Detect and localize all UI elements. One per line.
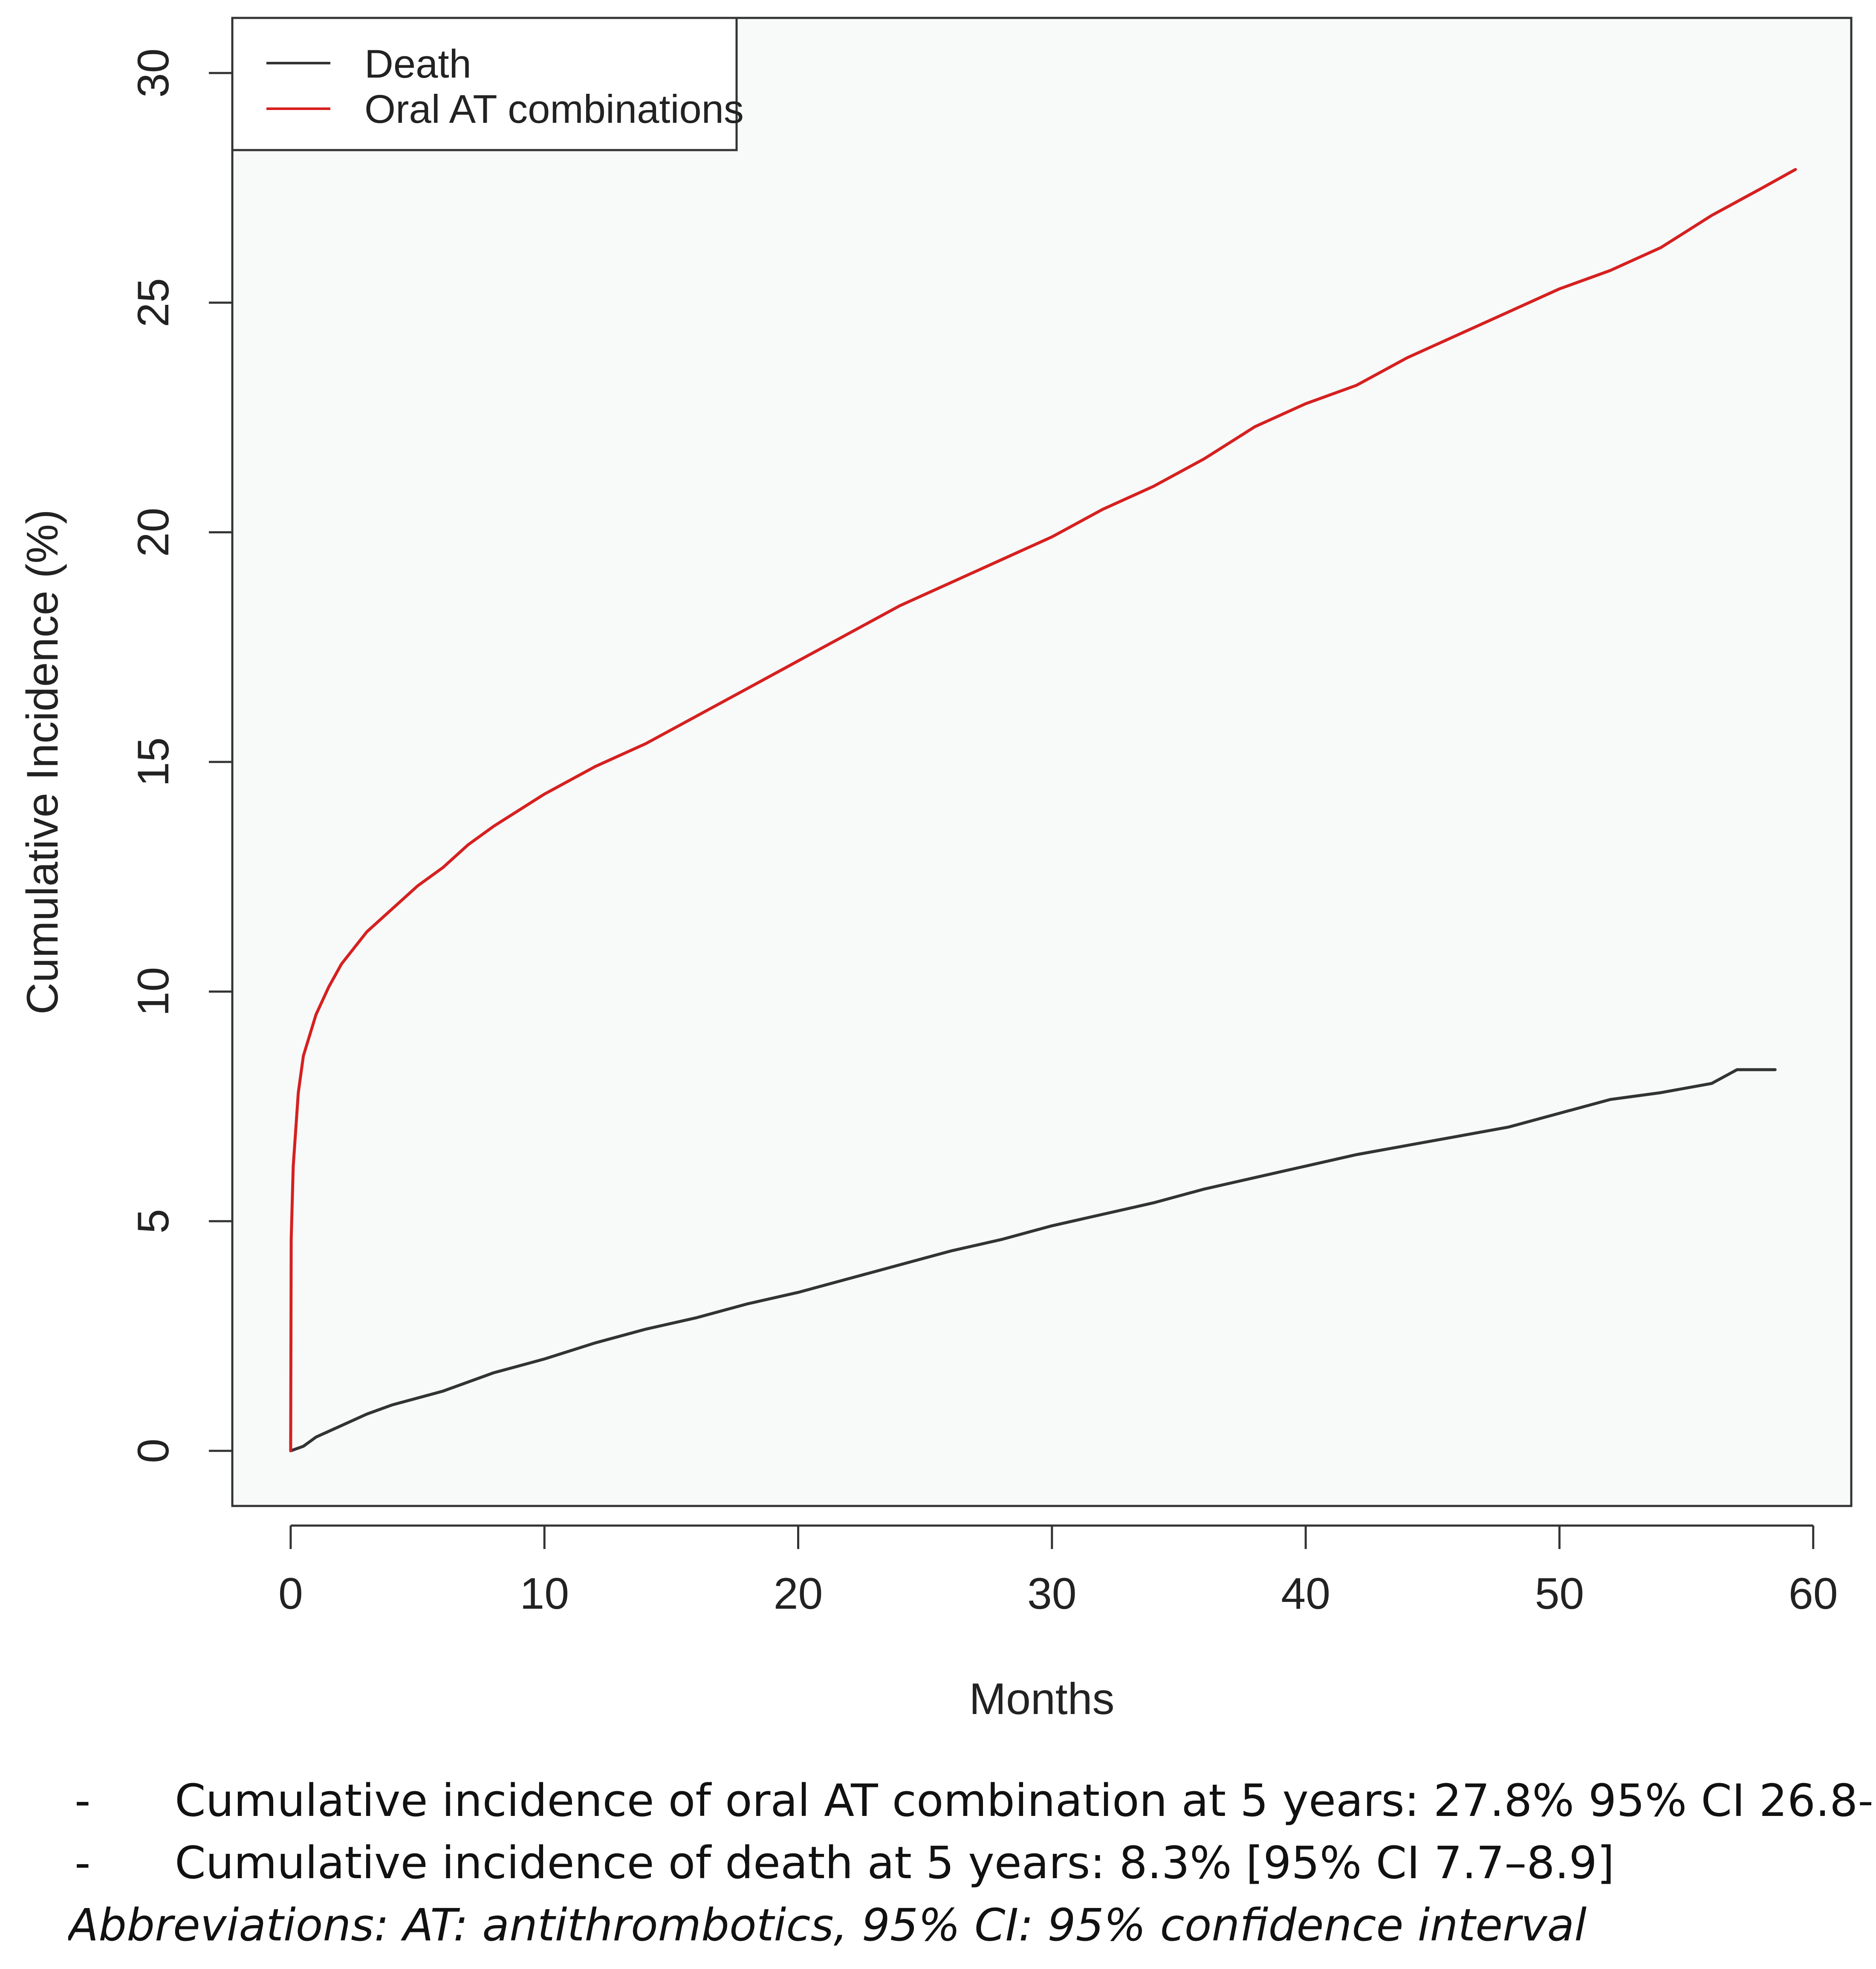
footnote-oral-at: - Cumulative incidence of oral AT combin…: [68, 1769, 1871, 1832]
x-tick-label: 60: [1789, 1569, 1838, 1619]
y-tick-label: 5: [129, 1209, 178, 1234]
legend-box: [231, 17, 738, 151]
footnote-bullet: -: [75, 1837, 91, 1889]
x-tick-label: 10: [520, 1569, 569, 1619]
abbreviations-note: Abbreviations: AT: antithrombotics, 95% …: [68, 1899, 1587, 1951]
footnote-text: Cumulative incidence of death at 5 years…: [175, 1837, 1615, 1889]
x-tick-label: 0: [278, 1569, 303, 1619]
footnote-bullet: -: [75, 1775, 91, 1827]
legend: Death Oral AT combinations: [231, 17, 744, 151]
plot-area: [231, 17, 1853, 1507]
legend-label-death: Death: [364, 41, 471, 86]
footnote-death: - Cumulative incidence of death at 5 yea…: [68, 1832, 1871, 1894]
y-axis: 0 5 10 15 20 25 30: [129, 48, 232, 1463]
series-line-oral-at-combinations: [289, 168, 1797, 1453]
y-tick-label: 0: [129, 1439, 178, 1463]
series-layer: [289, 168, 1797, 1453]
footnote-text: Cumulative incidence of oral AT combinat…: [175, 1775, 1871, 1827]
x-tick-label: 40: [1281, 1569, 1330, 1619]
y-tick-label: 20: [129, 508, 178, 557]
x-axis-label: Months: [969, 1674, 1114, 1724]
y-tick-label: 10: [129, 967, 178, 1016]
footnotes: - Cumulative incidence of oral AT combin…: [68, 1769, 1871, 1956]
x-axis: 0 10 20 30 40 50 60: [278, 1524, 1838, 1619]
y-tick-label: 25: [129, 278, 178, 327]
y-tick-label: 30: [129, 48, 178, 98]
legend-label-oral-at: Oral AT combinations: [364, 87, 744, 131]
y-tick-label: 15: [129, 737, 178, 787]
x-tick-label: 30: [1027, 1569, 1077, 1619]
chart: 0 10 20 30 40 50 60 0 5 10 15 20 25 30 Months Cumula…: [18, 17, 1853, 1724]
x-tick-label: 20: [774, 1569, 823, 1619]
y-axis-label: Cumulative Incidence (%): [18, 510, 67, 1015]
series-line-death: [289, 1068, 1777, 1453]
x-tick-label: 50: [1535, 1569, 1584, 1619]
